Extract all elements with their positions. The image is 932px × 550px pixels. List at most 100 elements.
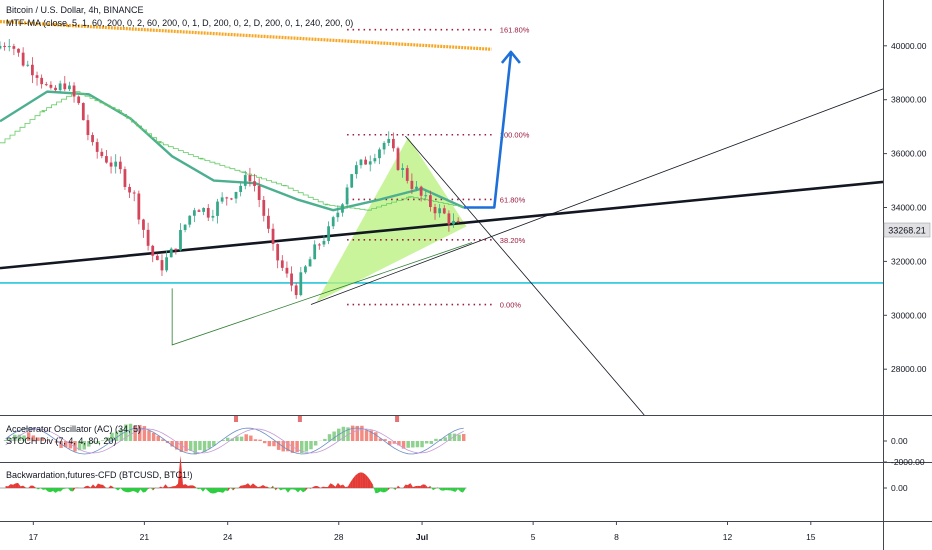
- ac-bar: [36, 437, 40, 441]
- backwardation-area: [197, 488, 201, 490]
- ac-bar: [457, 434, 461, 441]
- backwardation-area: [325, 487, 328, 488]
- candle-body: [322, 240, 326, 245]
- backwardation-area: [427, 485, 431, 488]
- backwardation-area: [100, 484, 104, 488]
- backwardation-area: [322, 486, 326, 488]
- candle-body: [188, 215, 192, 225]
- x-tick-label: 8: [614, 532, 619, 542]
- ac-bar: [101, 440, 105, 441]
- ac-bar: [235, 436, 239, 441]
- ac-bar: [31, 435, 36, 441]
- backwardation-area: [215, 488, 218, 494]
- backwardation-area: [392, 488, 396, 491]
- backwardation-area: [130, 488, 134, 492]
- backwardation-area: [267, 486, 271, 489]
- price-axis[interactable]: 28000.00 30000.00 32000.00 34000.00 36000.00…: [883, 41, 927, 493]
- backwardation-area: [370, 480, 373, 488]
- ac-bar: [161, 439, 165, 441]
- ac-bar: [142, 426, 147, 441]
- candle-body: [220, 197, 224, 202]
- y-tick-label: 40000.00: [891, 41, 927, 51]
- backwardation-legend[interactable]: Backwardation,futures-CFD (BTCUSD, BTC1!…: [6, 470, 193, 480]
- candle-body: [419, 186, 423, 196]
- candle-body: [248, 175, 252, 182]
- stoch-legend[interactable]: STOCH Div (7, 4, 4, 80, 20): [6, 436, 117, 446]
- backwardation-area: [48, 488, 51, 493]
- ac-bar: [8, 438, 12, 441]
- backwardation-area: [128, 488, 131, 493]
- x-tick-label: 5: [531, 532, 536, 542]
- candle-body: [447, 213, 451, 225]
- ac-bar: [267, 441, 272, 447]
- candle-body: [336, 212, 340, 218]
- ac-bar: [443, 437, 447, 441]
- backwardation-area: [5, 486, 9, 488]
- backwardation-area: [257, 486, 261, 488]
- backwardation-area: [360, 472, 363, 488]
- ac-legend[interactable]: Accelerator Oscillator (AC) (34, 5): [6, 424, 142, 434]
- stoch-k-line: [5, 427, 464, 455]
- candle-body: [304, 266, 307, 273]
- candle-body: [405, 168, 409, 181]
- candle-body: [17, 48, 20, 53]
- ac-bar: [175, 441, 179, 450]
- candle-body: [77, 96, 81, 104]
- backwardation-area: [115, 488, 119, 491]
- backwardation-area: [415, 485, 418, 488]
- candle-body: [216, 201, 219, 216]
- ac-bar: [434, 438, 438, 441]
- ac-bar: [17, 434, 22, 441]
- ac-bar: [184, 441, 188, 452]
- backwardation-area: [452, 488, 456, 492]
- backwardation-area: [35, 487, 39, 490]
- backwardation-area: [53, 488, 56, 493]
- candle-body: [378, 149, 381, 159]
- backwardation-area: [110, 485, 114, 488]
- stoch-div-marker: [297, 416, 302, 422]
- backwardation-area: [170, 486, 173, 488]
- ac-bar: [327, 434, 332, 441]
- ac-bar: [170, 441, 174, 447]
- mtf-ma-legend[interactable]: MTF-MA (close, 5, 1, 60, 200, 0, 2, 60, …: [6, 18, 354, 28]
- ac-bar: [212, 441, 216, 446]
- backwardation-area: [242, 484, 246, 488]
- candle-body: [299, 272, 303, 296]
- candle-body: [382, 142, 386, 150]
- x-tick-label: 28: [334, 532, 344, 542]
- backwardation-area: [8, 484, 11, 488]
- main-price-pane: 161.80% 100.00% 61.80% 38.20% 0.00%: [0, 20, 883, 415]
- candle-body: [128, 186, 131, 193]
- candle-body: [452, 220, 455, 225]
- backwardation-area: [33, 485, 36, 488]
- candle-body: [230, 198, 233, 200]
- backwardation-area: [217, 488, 221, 493]
- ac-bar: [202, 441, 207, 452]
- backwardation-area: [345, 486, 348, 488]
- candle-body: [262, 199, 266, 216]
- neckline-trendline: [0, 180, 883, 270]
- backwardation-area: [20, 485, 24, 488]
- backwardation-area: [422, 484, 426, 488]
- backwardation-area: [63, 488, 66, 490]
- ac-bar: [429, 441, 434, 444]
- ac-bar: [461, 434, 466, 441]
- backwardation-area: [362, 472, 366, 488]
- backwardation-area: [180, 455, 183, 488]
- x-tick-label: Jul: [416, 532, 428, 542]
- time-axis[interactable]: 17 21 24 28 Jul 5 8 12 15: [29, 521, 816, 542]
- candle-body: [197, 210, 201, 212]
- ac-bar: [387, 441, 392, 445]
- backwardation-area: [290, 488, 293, 490]
- candle-body: [109, 162, 113, 167]
- backwardation-area: [50, 488, 54, 493]
- symbol-legend[interactable]: Bitcoin / U.S. Dollar, 4h, BINANCE: [6, 5, 144, 15]
- candle-body: [114, 161, 118, 167]
- backwardation-area: [23, 485, 26, 488]
- ac-bar: [424, 441, 429, 444]
- candle-body: [341, 204, 344, 213]
- backwardation-area: [402, 484, 406, 489]
- backwardation-area: [275, 487, 278, 491]
- ac-bar: [304, 441, 309, 452]
